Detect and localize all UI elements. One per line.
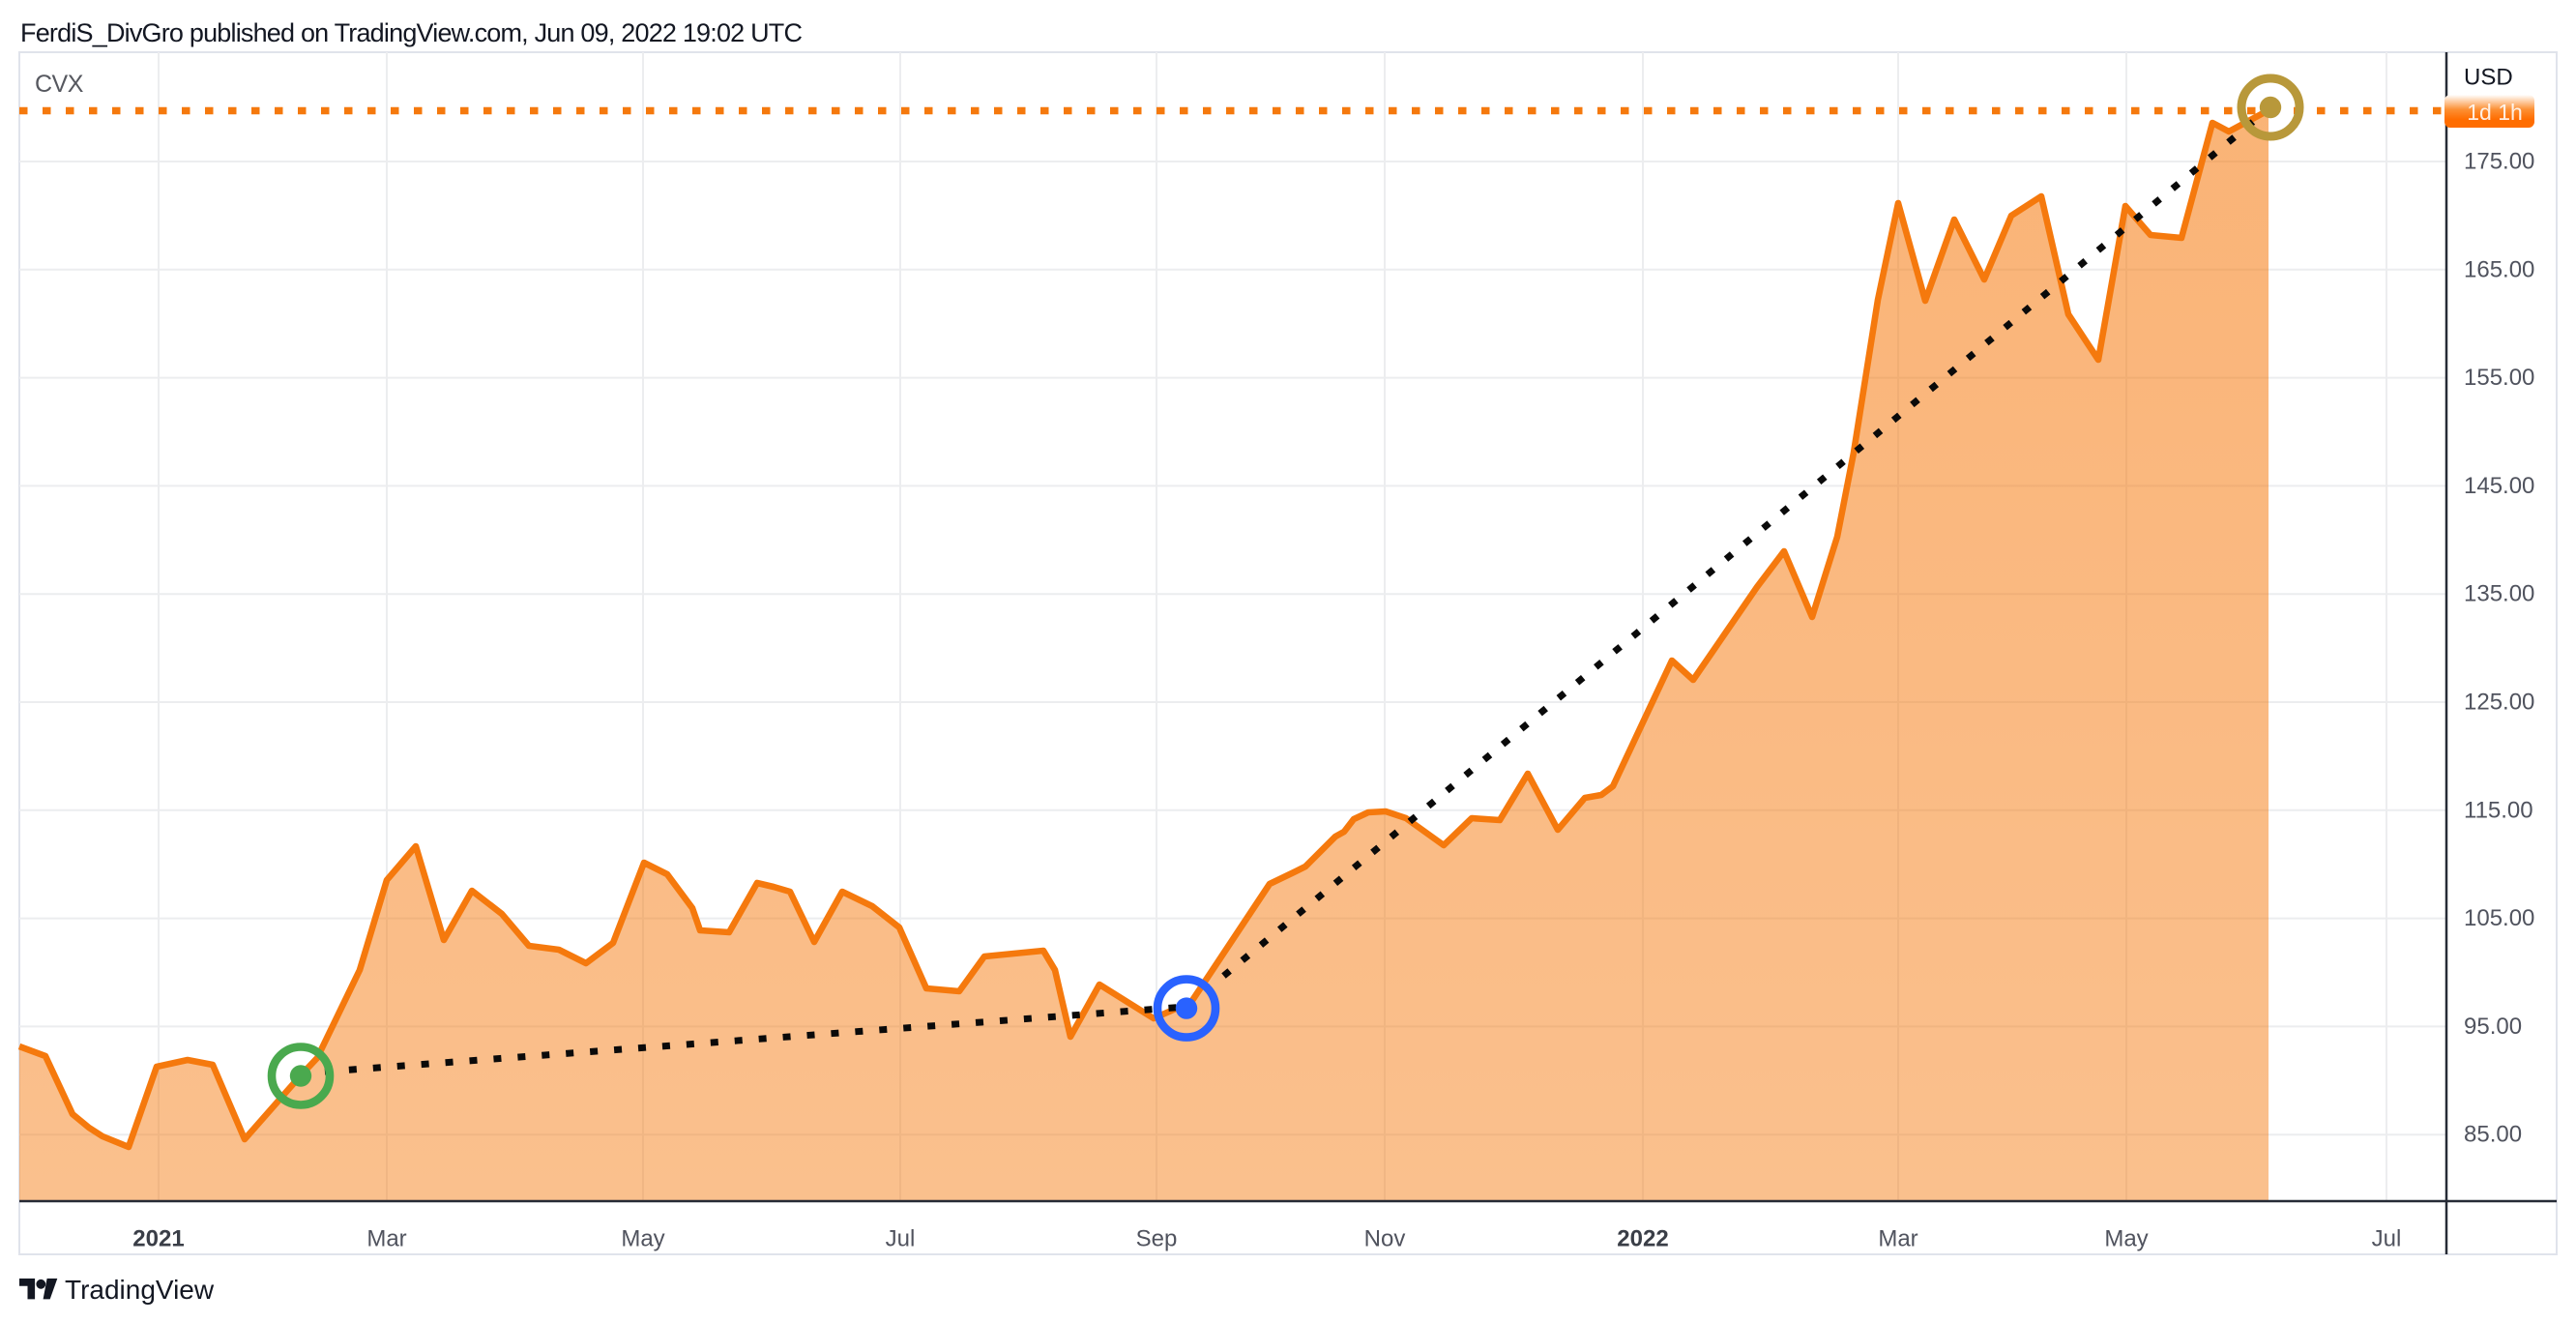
svg-text:95.00: 95.00 [2464,1014,2522,1040]
svg-text:135.00: 135.00 [2464,581,2534,607]
svg-text:USD: USD [2464,65,2513,91]
svg-text:Jul: Jul [886,1226,916,1252]
svg-text:145.00: 145.00 [2464,473,2534,499]
svg-text:Mar: Mar [366,1226,406,1252]
svg-text:Sep: Sep [1136,1226,1178,1252]
svg-text:May: May [621,1226,664,1252]
svg-text:125.00: 125.00 [2464,690,2534,716]
svg-text:1d 1h: 1d 1h [2467,100,2523,125]
svg-text:CVX: CVX [35,71,84,98]
svg-text:105.00: 105.00 [2464,905,2534,931]
svg-text:Mar: Mar [1878,1226,1917,1252]
svg-text:Nov: Nov [1364,1226,1406,1252]
svg-text:115.00: 115.00 [2464,797,2533,823]
svg-text:165.00: 165.00 [2464,256,2534,282]
svg-text:TradingView: TradingView [65,1275,215,1305]
svg-text:FerdiS_DivGro published on Tra: FerdiS_DivGro published on TradingView.c… [20,18,802,47]
svg-text:155.00: 155.00 [2464,365,2534,391]
svg-text:85.00: 85.00 [2464,1122,2522,1148]
svg-text:175.00: 175.00 [2464,149,2534,175]
svg-text:2022: 2022 [1617,1226,1668,1252]
svg-text:2021: 2021 [132,1226,184,1252]
svg-text:May: May [2104,1226,2148,1252]
svg-text:Jul: Jul [2372,1226,2402,1252]
